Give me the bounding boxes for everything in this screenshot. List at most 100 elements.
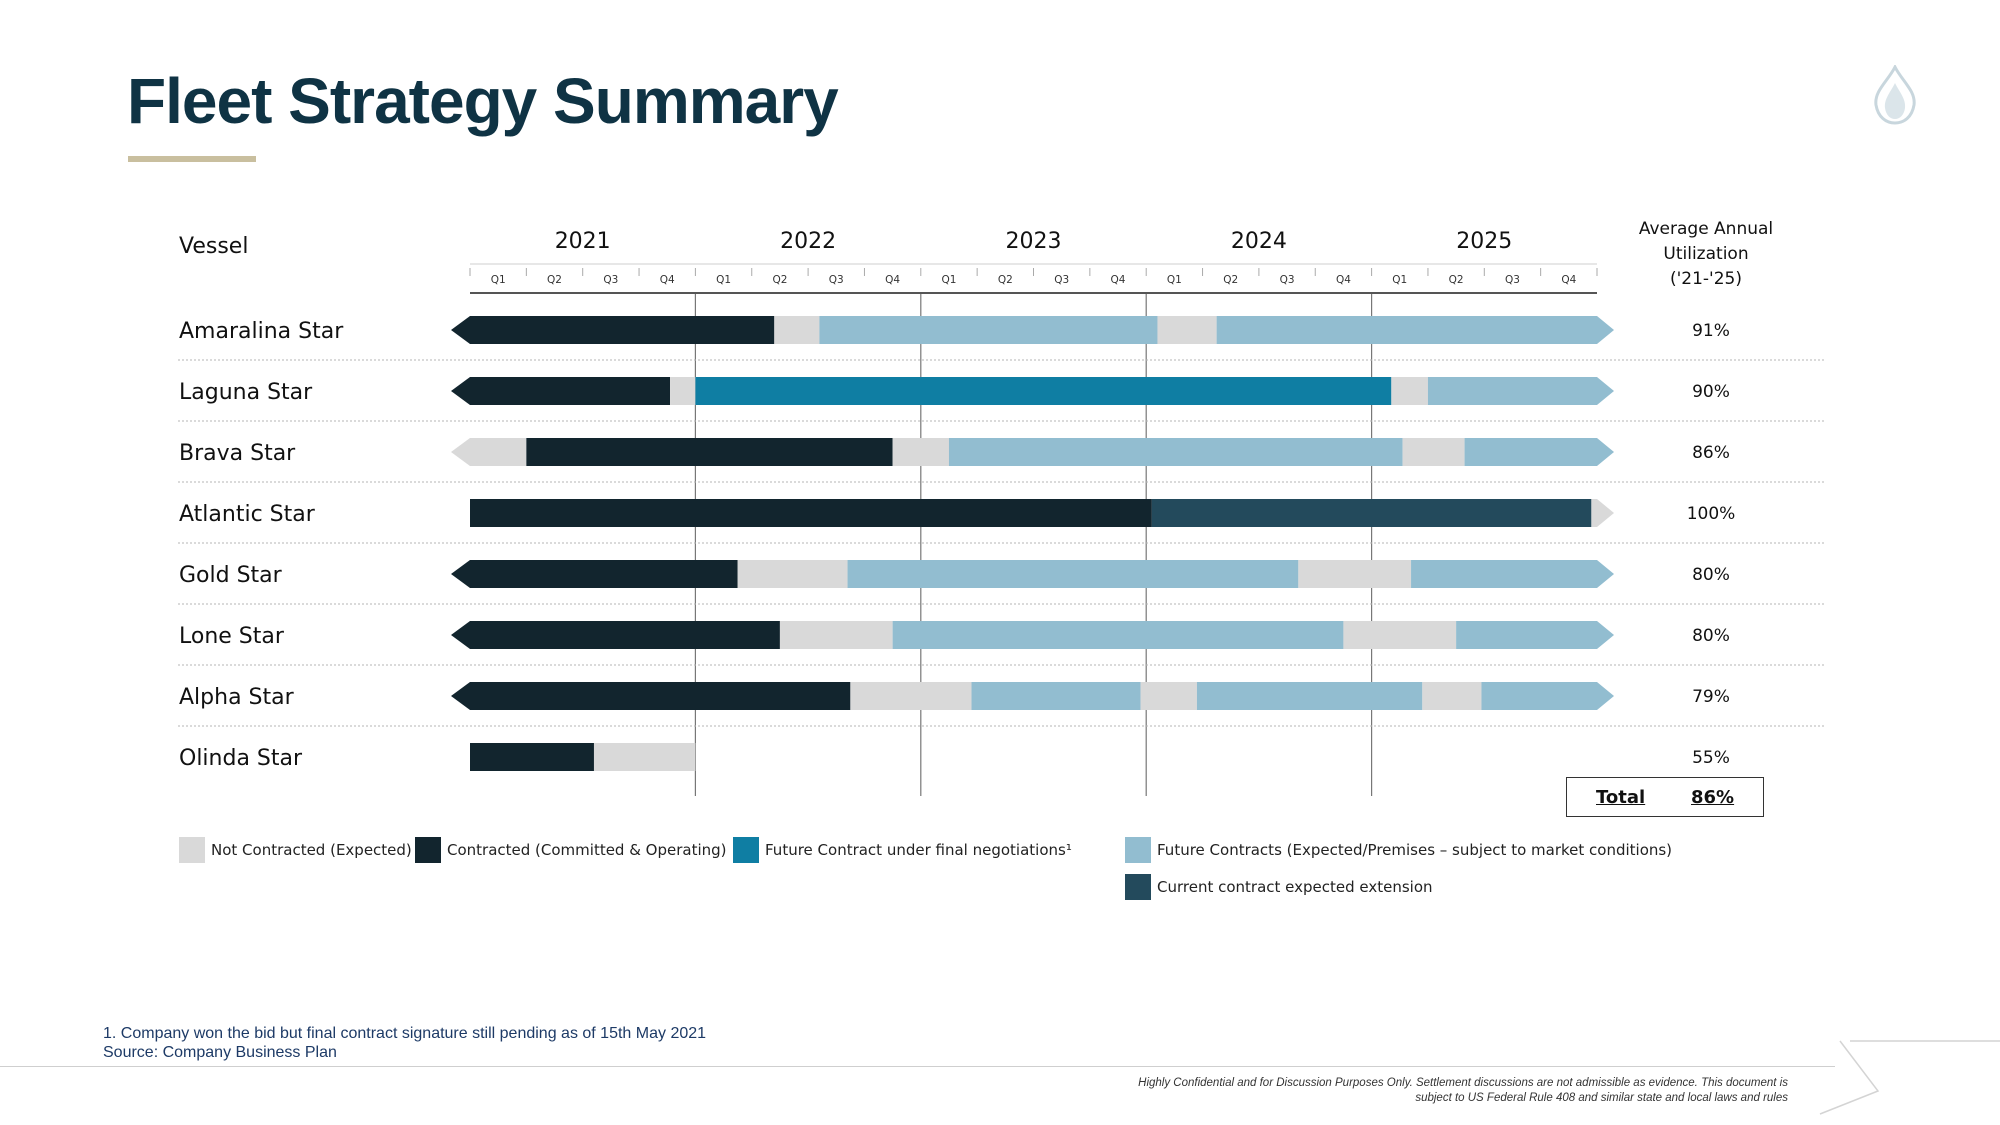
total-value: 86% [1691, 787, 1735, 808]
vessel-utilization: 100% [1687, 504, 1736, 524]
confidentiality-line-2: subject to US Federal Rule 408 and simil… [1415, 1092, 1788, 1104]
segment-not_contracted [1422, 682, 1482, 710]
segment-future [1481, 682, 1597, 710]
segment-not_contracted [1402, 438, 1465, 466]
segment-not_contracted [593, 743, 696, 771]
vessel-utilization: 80% [1692, 626, 1730, 646]
confidentiality-notice: Highly Confidential and for Discussion P… [1028, 1076, 1788, 1106]
quarter-label: Q1 [716, 274, 731, 286]
vessel-name: Alpha Star [179, 685, 295, 710]
vessel-utilization: 90% [1692, 382, 1730, 402]
segment-not_contracted [1391, 377, 1428, 405]
quarter-label: Q2 [1449, 274, 1464, 286]
segment-future [948, 438, 1403, 466]
quarter-label: Q1 [1167, 274, 1182, 286]
quarter-label: Q3 [829, 274, 844, 286]
vessel-name: Amaralina Star [179, 319, 344, 344]
utilization-header-line: Utilization [1663, 244, 1748, 264]
vessel-utilization: 86% [1692, 443, 1730, 463]
segment-contracted [470, 316, 775, 344]
vessel-utilization: 80% [1692, 565, 1730, 585]
segment-negotiation [695, 377, 1392, 405]
legend-item-not_contracted: Not Contracted (Expected) [179, 837, 412, 863]
quarter-label: Q1 [941, 274, 956, 286]
total-utilization-box: Total 86% [1566, 777, 1764, 817]
source-note: Source: Company Business Plan [103, 1044, 337, 1061]
utilization-header-line: Average Annual [1639, 219, 1773, 239]
legend-item-extension: Current contract expected extension [1125, 874, 1433, 900]
confidentiality-line-1: Highly Confidential and for Discussion P… [1138, 1077, 1788, 1089]
legend-swatch [1125, 837, 1151, 863]
segment-extension [1151, 499, 1592, 527]
segment-not_contracted [670, 377, 696, 405]
year-label: 2025 [1456, 229, 1512, 254]
quarter-label: Q3 [1054, 274, 1069, 286]
corner-decoration [1819, 1040, 2000, 1115]
year-label: 2022 [780, 229, 836, 254]
quarter-label: Q2 [998, 274, 1013, 286]
quarter-label: Q1 [491, 274, 506, 286]
segment-contracted [470, 560, 738, 588]
segment-contracted [470, 377, 671, 405]
bar-start-arrow [451, 438, 470, 466]
bar-end-arrow [1597, 682, 1614, 710]
year-label: 2024 [1231, 229, 1287, 254]
bar-start-arrow [451, 682, 470, 710]
bar-end-arrow [1597, 316, 1614, 344]
segment-future [892, 621, 1344, 649]
year-label: 2023 [1006, 229, 1062, 254]
segment-not_contracted [1591, 499, 1597, 527]
quarter-label: Q3 [603, 274, 618, 286]
quarter-label: Q4 [660, 274, 675, 286]
segment-not_contracted [470, 438, 527, 466]
year-label: 2021 [555, 229, 611, 254]
segment-not_contracted [1140, 682, 1197, 710]
legend-swatch [733, 837, 759, 863]
segment-future [971, 682, 1141, 710]
bottom-divider [0, 1066, 1835, 1067]
legend-label: Future Contract under final negotiations… [765, 841, 1072, 859]
bar-end-arrow [1597, 438, 1614, 466]
segment-contracted [470, 743, 594, 771]
vessel-name: Laguna Star [179, 380, 313, 405]
bar-end-arrow [1597, 560, 1614, 588]
segment-future [1411, 560, 1597, 588]
vessel-name: Brava Star [179, 441, 296, 466]
vessel-utilization: 79% [1692, 687, 1730, 707]
segment-not_contracted [1157, 316, 1217, 344]
segment-future [1216, 316, 1597, 344]
segment-future [1456, 621, 1597, 649]
title-underline [128, 156, 256, 162]
quarter-label: Q3 [1280, 274, 1295, 286]
quarter-label: Q3 [1505, 274, 1520, 286]
total-label: Total [1596, 787, 1646, 808]
legend-label: Future Contracts (Expected/Premises – su… [1157, 841, 1673, 859]
bar-start-arrow [451, 621, 470, 649]
segment-future [1427, 377, 1597, 405]
page-title: Fleet Strategy Summary [127, 65, 839, 137]
footnotes: 1. Company won the bid but final contrac… [103, 1024, 706, 1062]
utilization-header-line: ('21-'25) [1670, 269, 1742, 289]
legend-swatch [415, 837, 441, 863]
segment-future [1464, 438, 1597, 466]
legend-label: Current contract expected extension [1157, 878, 1433, 896]
segment-contracted [470, 499, 1152, 527]
quarter-label: Q2 [772, 274, 787, 286]
quarter-label: Q2 [1223, 274, 1238, 286]
legend-item-contracted: Contracted (Committed & Operating) [415, 837, 727, 863]
segment-not_contracted [892, 438, 949, 466]
segment-not_contracted [737, 560, 848, 588]
segment-contracted [470, 621, 780, 649]
quarter-label: Q4 [1561, 274, 1576, 286]
legend-label: Contracted (Committed & Operating) [447, 841, 727, 859]
vessel-utilization: 55% [1692, 748, 1730, 768]
vessel-name: Atlantic Star [179, 502, 316, 527]
bar-start-arrow [451, 560, 470, 588]
vessel-name: Olinda Star [179, 746, 303, 771]
quarter-label: Q4 [1336, 274, 1351, 286]
segment-future [1196, 682, 1423, 710]
legend-label: Not Contracted (Expected) [211, 841, 412, 859]
segment-not_contracted [774, 316, 820, 344]
flame-drop-icon [1874, 65, 1916, 125]
legend-swatch [179, 837, 205, 863]
